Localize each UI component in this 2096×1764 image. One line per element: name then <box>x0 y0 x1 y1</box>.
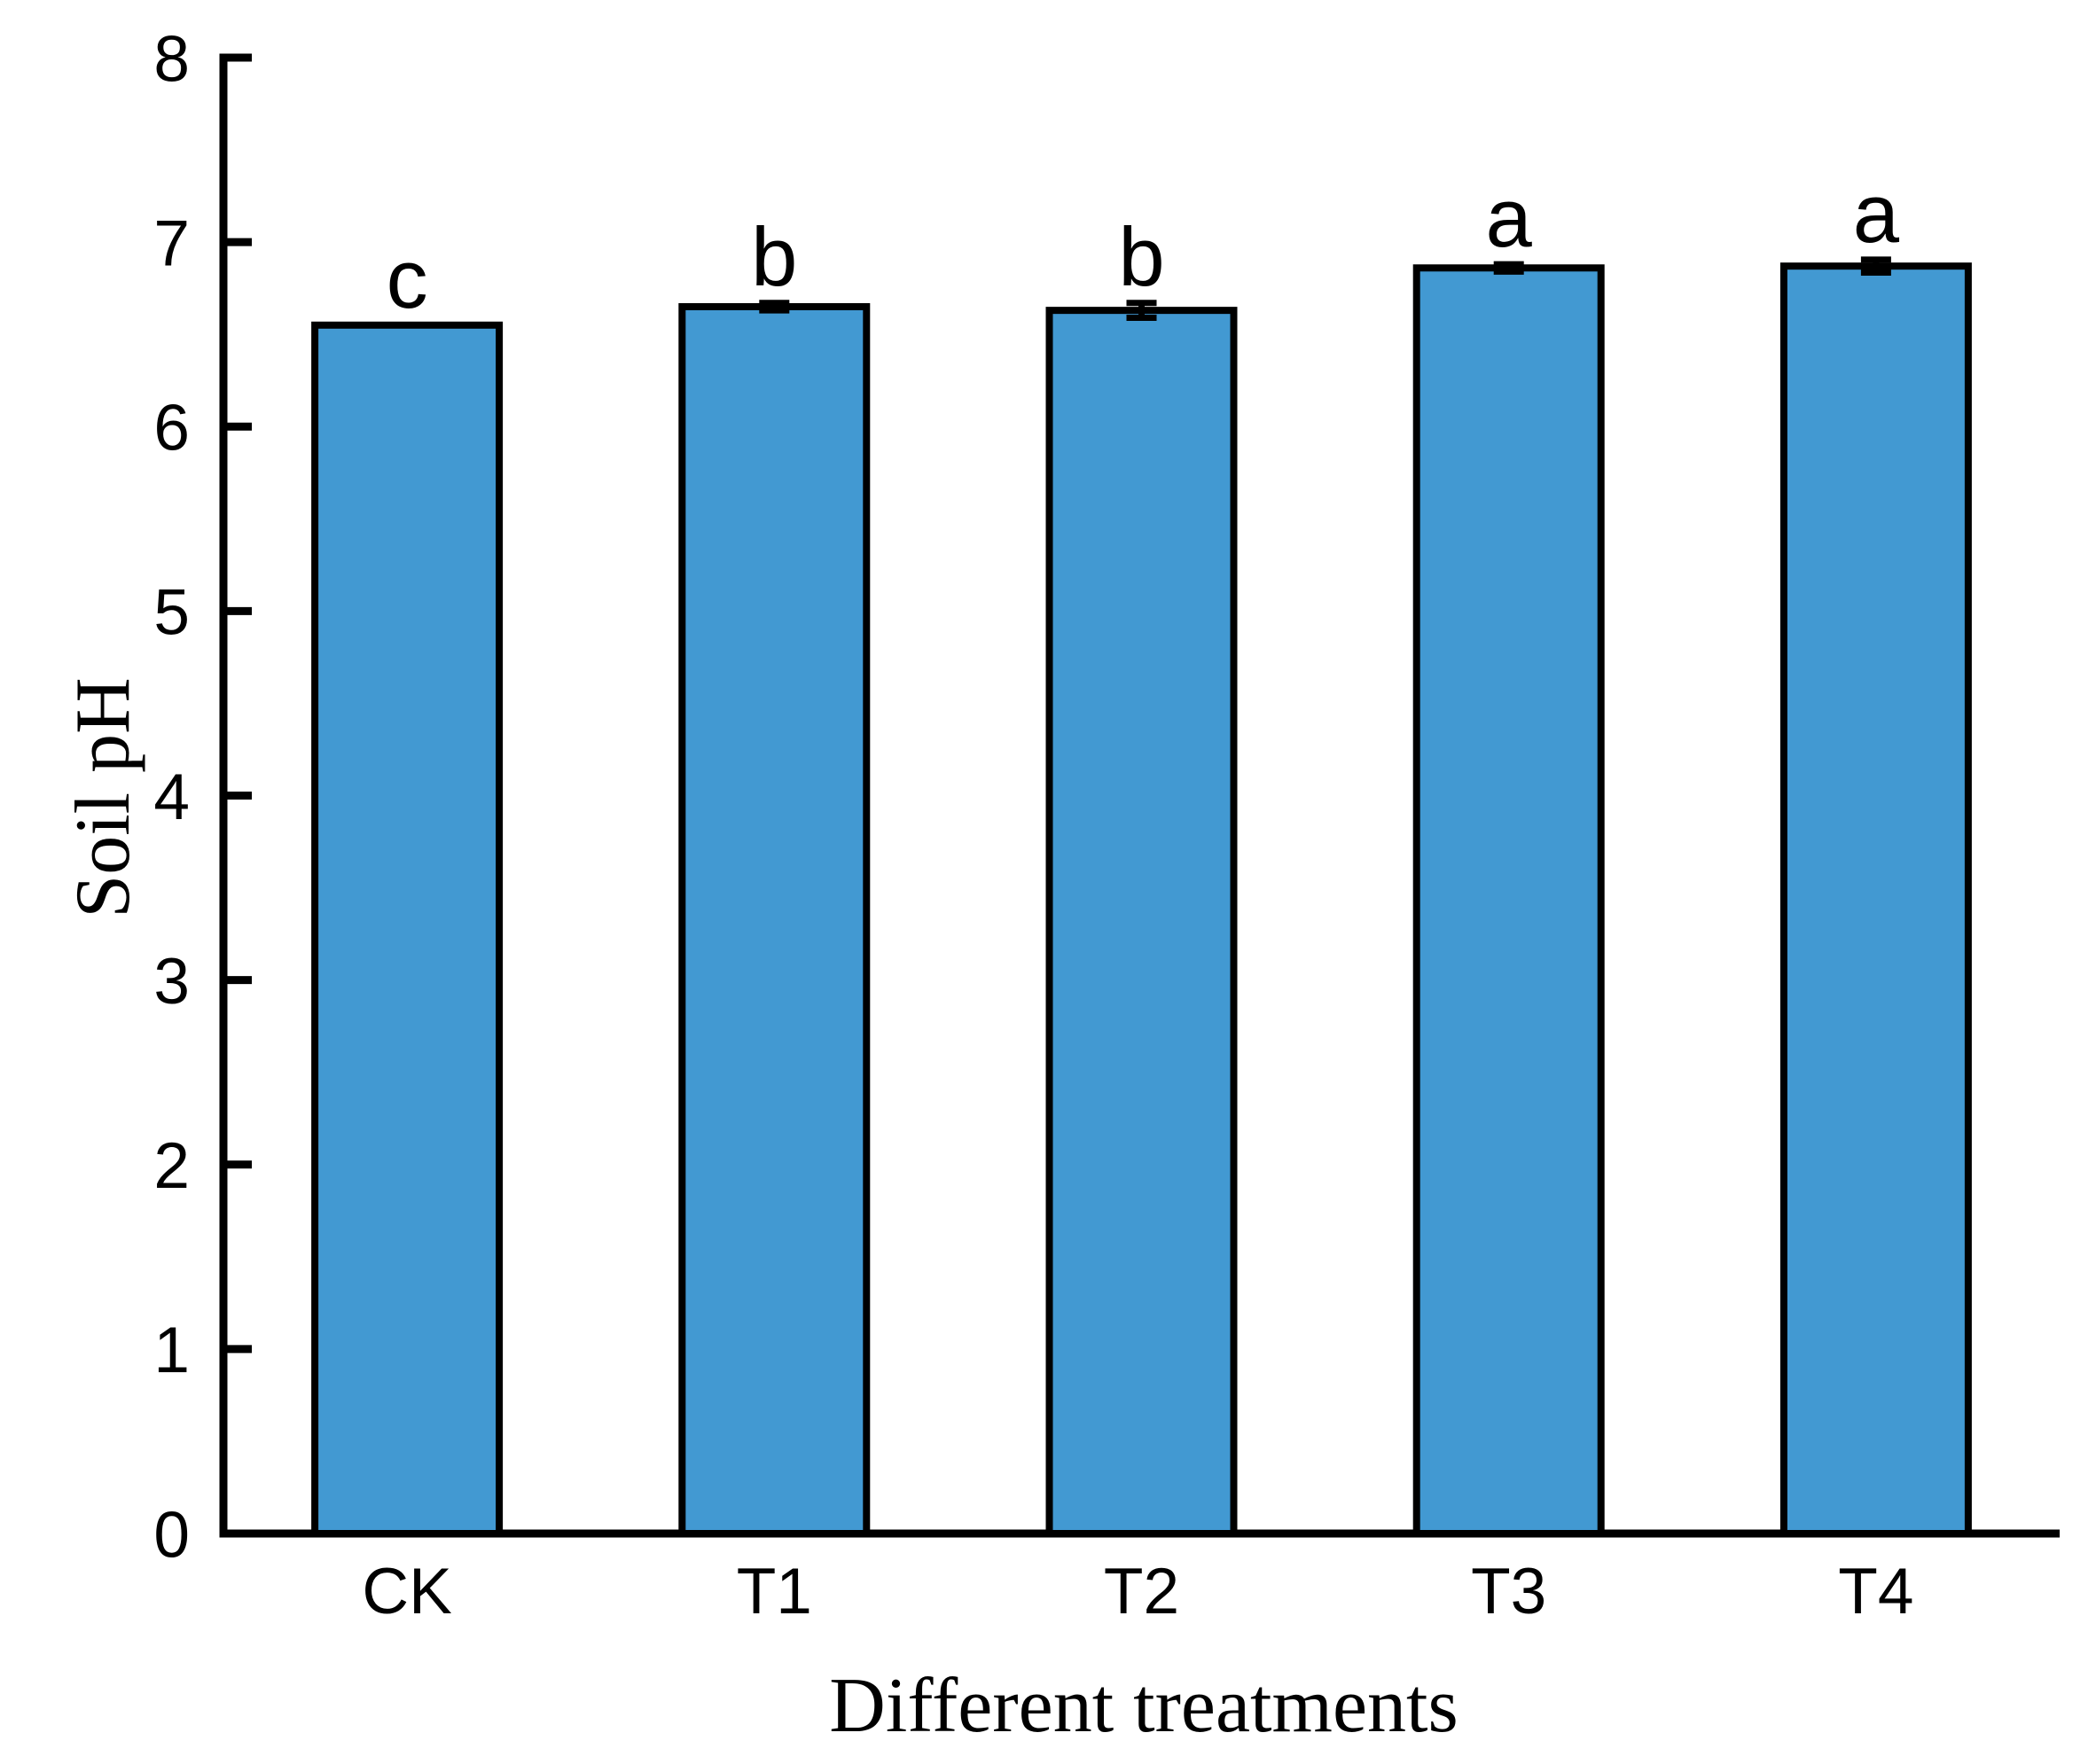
bar-T1 <box>678 302 871 1537</box>
x-axis-title: Different treatments <box>829 1663 1458 1749</box>
y-tick-label-4: 4 <box>153 761 190 833</box>
bar-T4 <box>1779 262 1972 1537</box>
y-tick-label-3: 3 <box>153 946 190 1018</box>
y-tick-label-5: 5 <box>153 577 190 649</box>
sig-letter-CK: c <box>387 232 428 325</box>
y-axis-title: Soil pH <box>60 677 146 917</box>
y-tick-label-1: 1 <box>153 1315 190 1386</box>
plot-layer: 0 1 2 3 4 5 6 7 8 c CK b T1 b T2 a T3 a T4 <box>153 23 2060 1627</box>
y-tick-label-7: 7 <box>153 207 190 279</box>
sig-letter-T4: a <box>1853 167 1900 260</box>
x-category-label-T4: T4 <box>1838 1556 1913 1627</box>
bar-T3 <box>1412 264 1605 1538</box>
sig-letter-T1: b <box>751 210 797 303</box>
x-category-label-CK: CK <box>362 1556 451 1627</box>
y-tick-label-2: 2 <box>153 1130 190 1202</box>
x-category-label-T2: T2 <box>1104 1556 1179 1627</box>
bar-T2 <box>1045 307 1238 1538</box>
y-tick-label-6: 6 <box>153 393 190 464</box>
x-category-label-T3: T3 <box>1471 1556 1546 1627</box>
y-tick-label-0: 0 <box>153 1499 190 1571</box>
sig-letter-T3: a <box>1486 171 1533 264</box>
bar-CK <box>311 321 504 1537</box>
y-tick-label-8: 8 <box>153 23 190 95</box>
x-category-label-T1: T1 <box>737 1556 812 1627</box>
sig-letter-T2: b <box>1118 210 1164 303</box>
